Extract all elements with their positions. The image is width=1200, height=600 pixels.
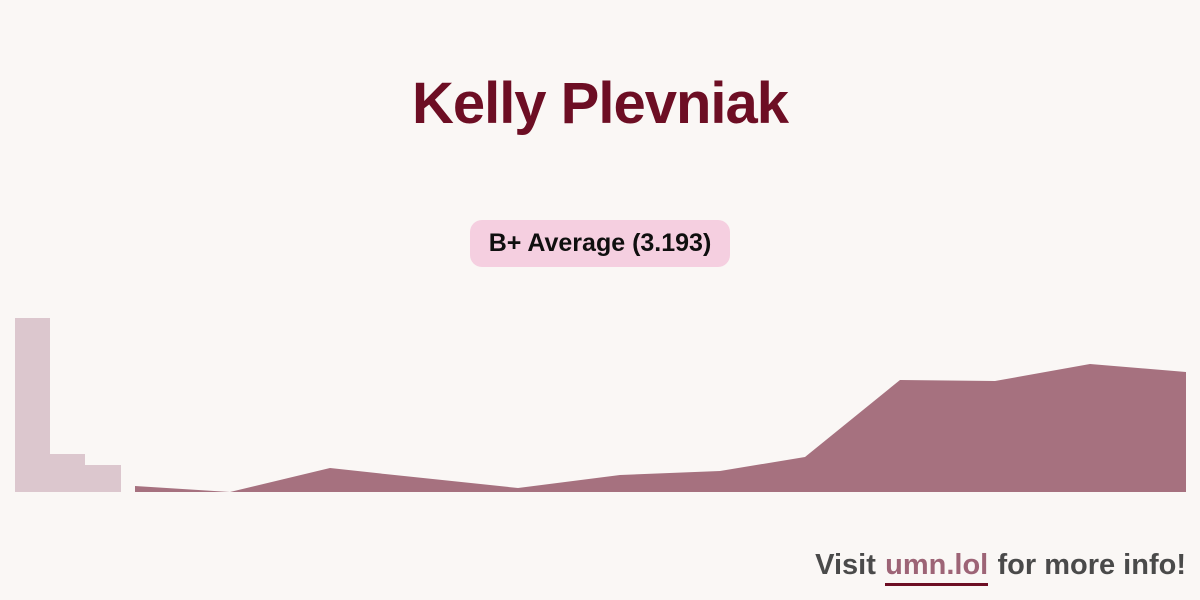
- footer: Visit umn.lol for more info!: [815, 549, 1186, 586]
- histogram-bar: [85, 465, 121, 492]
- trend-area: [135, 364, 1186, 492]
- histogram-bar: [15, 318, 50, 492]
- average-grade-badge: B+ Average (3.193): [469, 220, 731, 267]
- page-title: Kelly Plevniak: [411, 71, 789, 136]
- footer-prefix: Visit: [815, 549, 876, 581]
- badge-row: B+ Average (3.193): [0, 220, 1200, 267]
- histogram-bar: [50, 454, 85, 492]
- footer-suffix: for more info!: [997, 549, 1187, 581]
- umn-lol-link[interactable]: umn.lol: [885, 549, 989, 586]
- grade-histogram: [15, 318, 121, 492]
